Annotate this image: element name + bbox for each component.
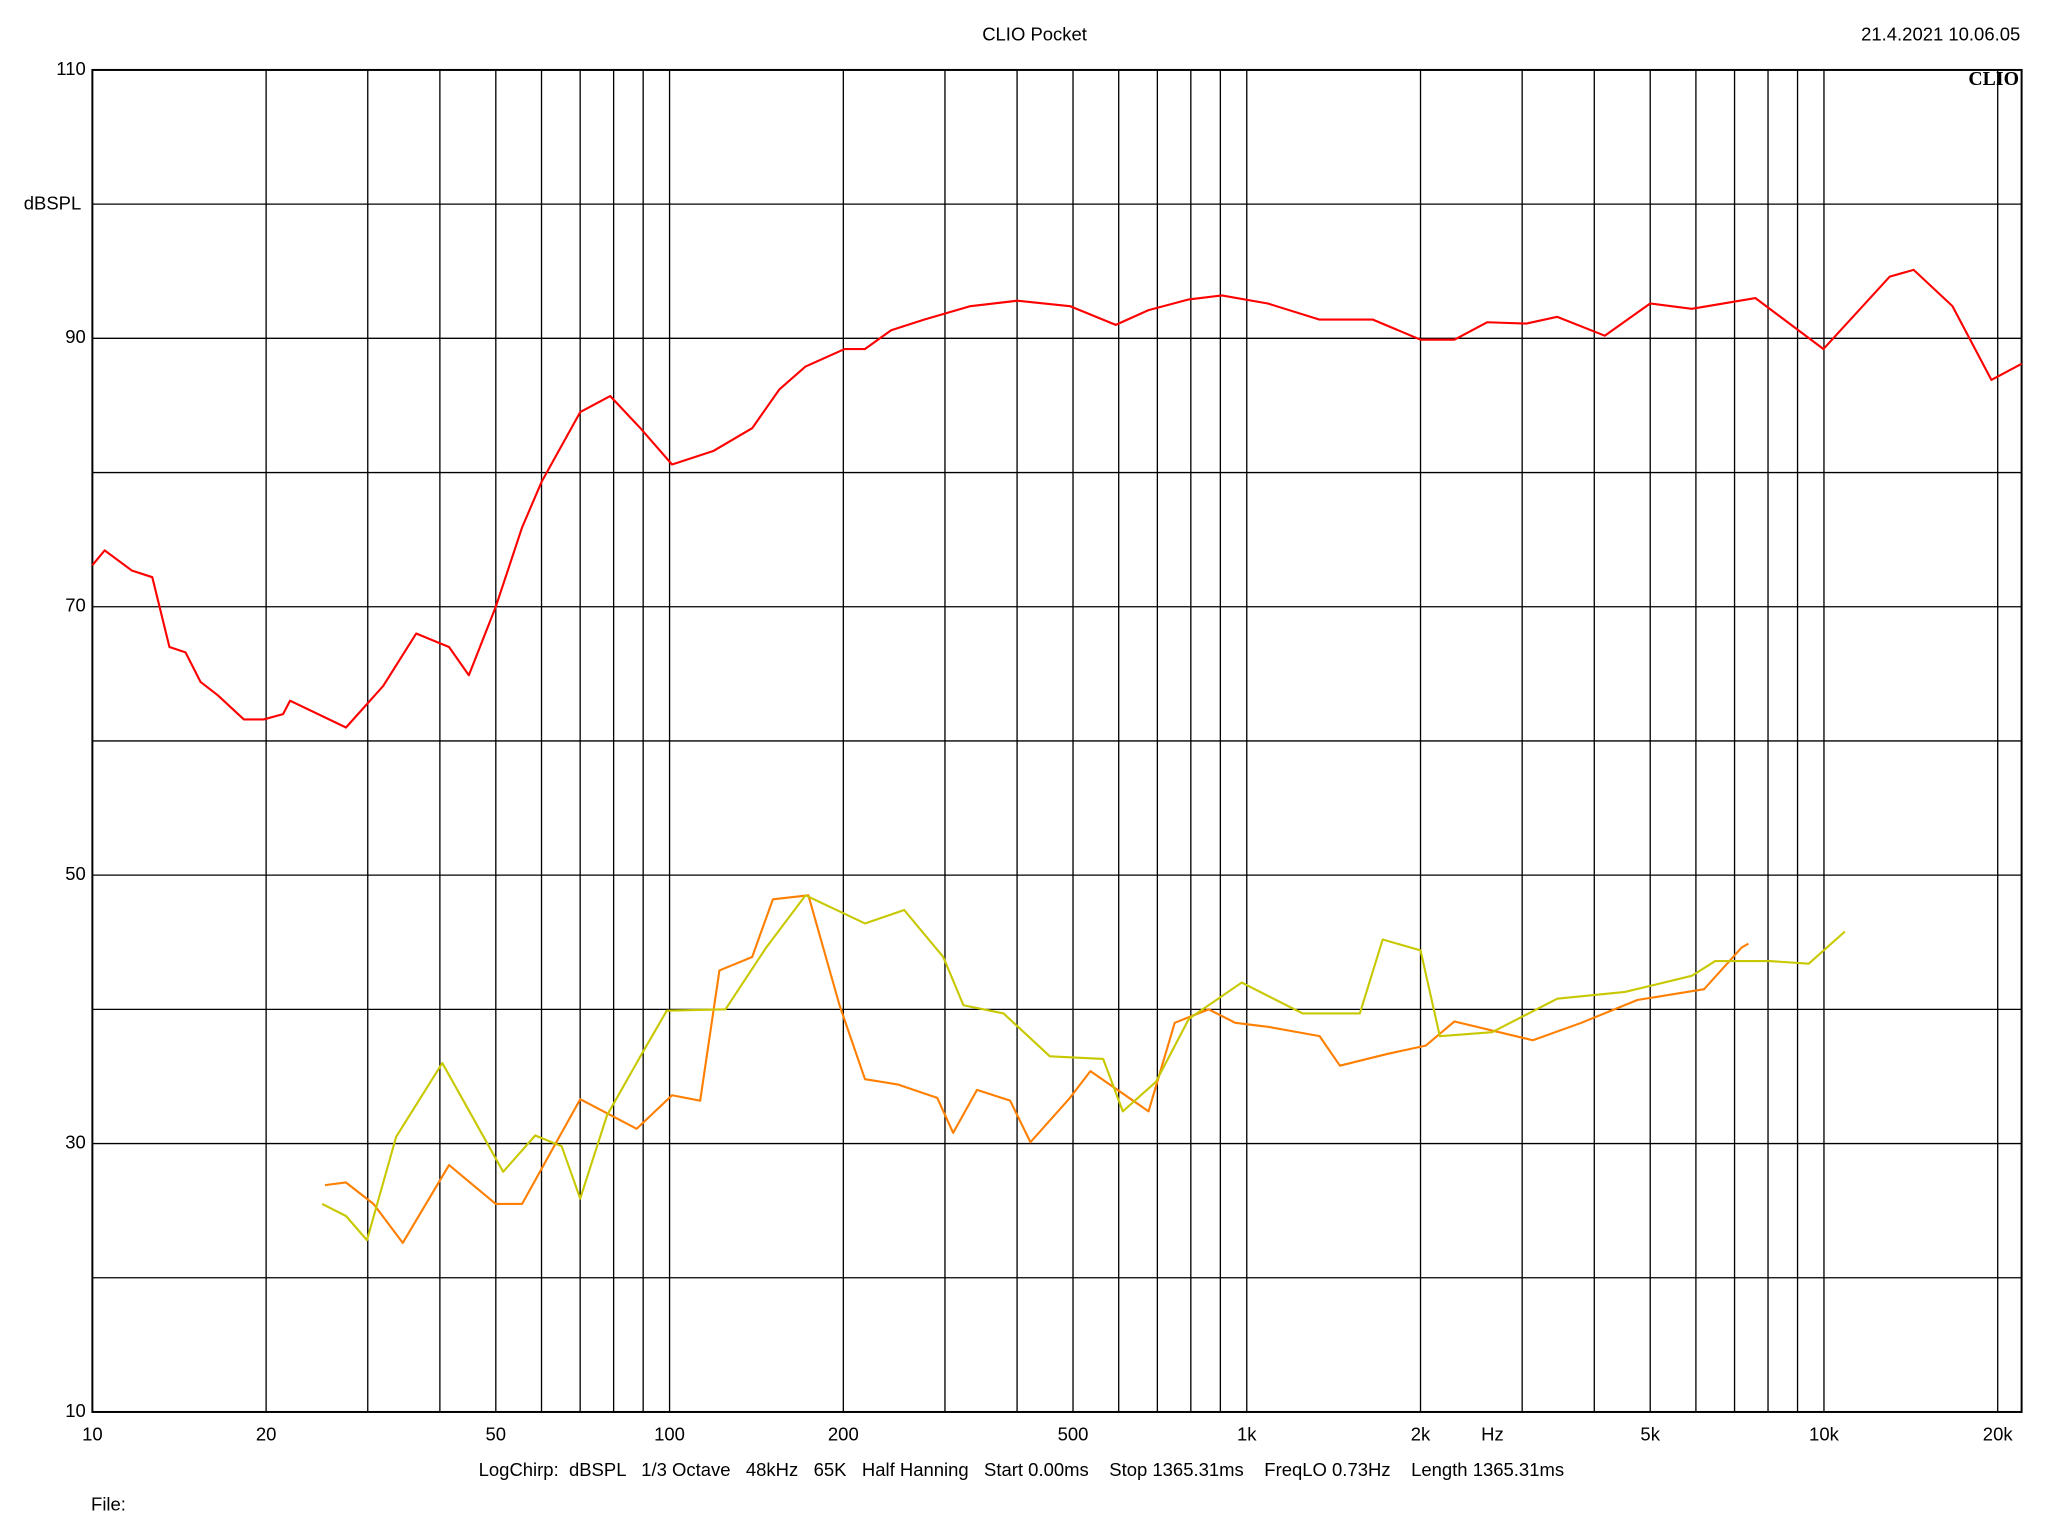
series-line — [321, 894, 1846, 1242]
y-tick-label: 50 — [65, 863, 86, 884]
y-tick-label: 30 — [65, 1131, 86, 1152]
x-tick-label: 20k — [1983, 1424, 2014, 1445]
y-axis-label: dBSPL — [24, 192, 82, 213]
plot-frame — [91, 68, 2023, 1413]
footer: LogChirp: dBSPL 1/3 Octave 48kHz 65K Hal… — [479, 1459, 1564, 1480]
chart-title: CLIO Pocket — [982, 24, 1087, 45]
timestamp: 21.4.2021 10.06.05 — [1861, 24, 2020, 45]
logo: CLIO — [1968, 68, 2019, 90]
x-tick-label: 500 — [1058, 1424, 1089, 1445]
series-line — [324, 894, 1749, 1244]
y-tick-label: 10 — [65, 1400, 86, 1421]
x-tick-label: 2k — [1411, 1424, 1431, 1445]
x-axis-label: Hz — [1481, 1424, 1504, 1445]
file-label: File: — [91, 1494, 126, 1515]
series-line — [91, 268, 2023, 729]
y-tick-label: 70 — [65, 595, 86, 616]
x-tick-label: 10 — [82, 1424, 103, 1445]
x-tick-label: 200 — [828, 1424, 859, 1445]
x-tick-label: 1k — [1237, 1424, 1257, 1445]
x-tick-label: 100 — [654, 1424, 685, 1445]
x-tick-label: 50 — [486, 1424, 507, 1445]
x-tick-label: 20 — [256, 1424, 277, 1445]
x-tick-label: 5k — [1640, 1424, 1660, 1445]
y-tick-label: 90 — [65, 326, 86, 347]
x-tick-label: 10k — [1809, 1424, 1840, 1445]
y-tick-label: 110 — [56, 58, 85, 79]
